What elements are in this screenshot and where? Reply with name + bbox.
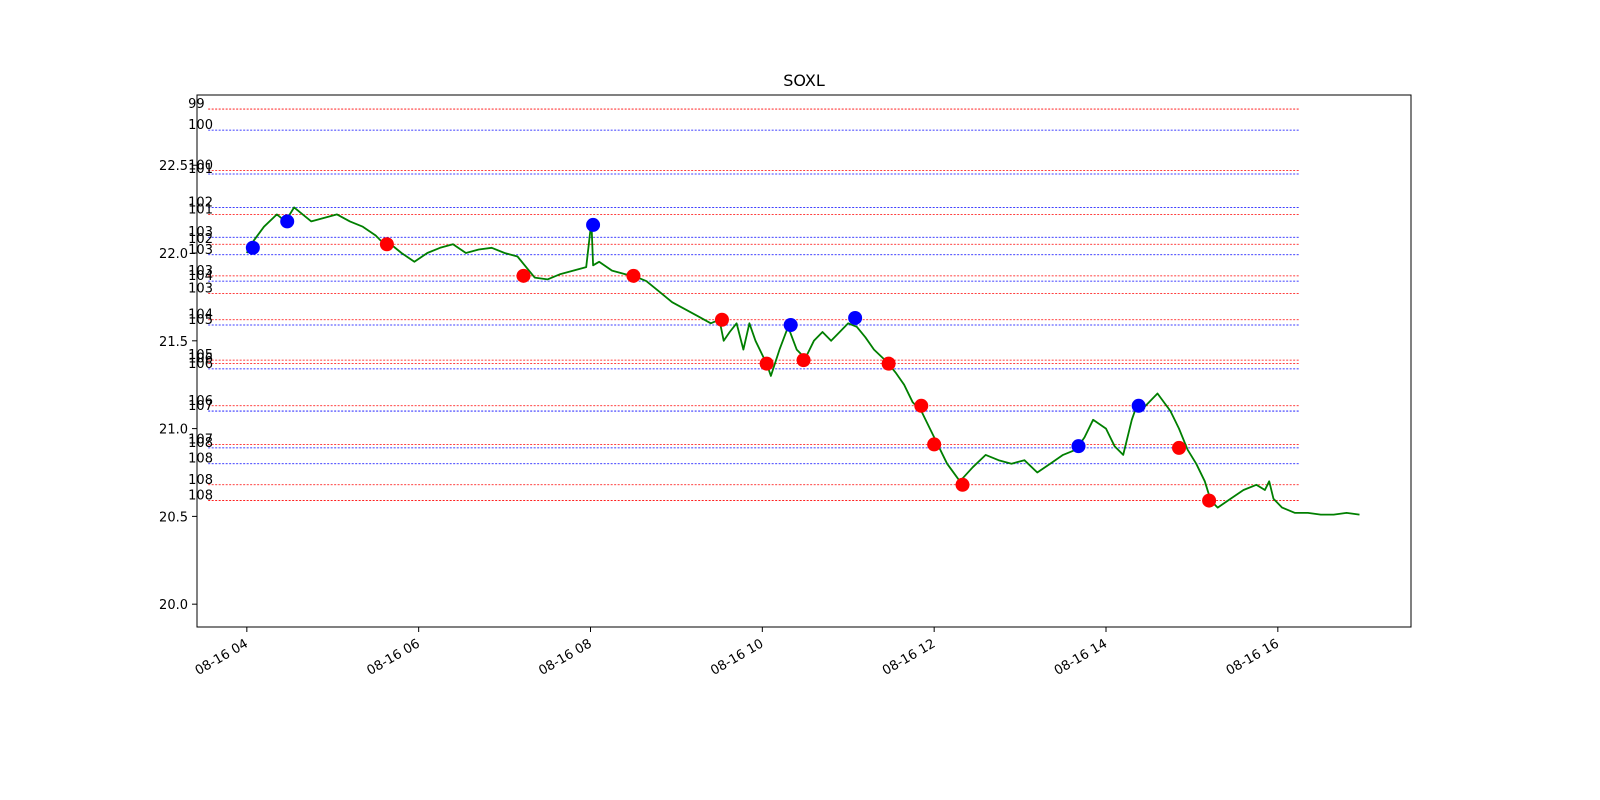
sell-marker [626, 268, 641, 283]
x-axis: 08-16 04 08-16 06 08-16 08 08-16 10 08-16 12… [193, 627, 1282, 679]
sell-marker [1202, 493, 1217, 508]
sell-marker [881, 356, 896, 371]
x-tick-label: 08-16 06 [365, 636, 423, 678]
buy-marker [586, 217, 601, 232]
level-label: 108 [188, 436, 213, 451]
sell-marker [796, 353, 811, 368]
y-tick-label: 22.0 [159, 247, 188, 262]
level-label: 101 [188, 162, 213, 177]
buy-marker [245, 240, 260, 255]
sell-marker [714, 312, 729, 327]
sell-marker [955, 477, 970, 492]
level-label: 106 [188, 394, 213, 409]
buy-marker [1071, 439, 1086, 454]
level-label: 104 [188, 269, 213, 284]
x-tick-label: 08-16 08 [536, 636, 594, 678]
sell-marker [914, 398, 929, 413]
level-label: 106 [188, 357, 213, 372]
x-tick-label: 08-16 12 [880, 636, 938, 678]
x-tick-label: 08-16 10 [708, 636, 766, 678]
buy-marker [280, 214, 295, 229]
level-label: 99 [188, 97, 205, 112]
level-label: 104 [188, 308, 213, 323]
level-label: 108 [188, 489, 213, 504]
level-label: 102 [188, 195, 213, 210]
level-label: 103 [188, 243, 213, 258]
y-tick-label: 20.0 [159, 598, 188, 613]
buy-marker [783, 318, 798, 333]
level-lines: 9910010010110210110310210310310410310410… [188, 97, 1300, 504]
x-tick-label: 08-16 16 [1224, 636, 1282, 678]
sell-marker [1172, 440, 1187, 455]
sell-marker [927, 437, 942, 452]
y-axis: 20.0 20.5 21.0 21.5 22.0 22.5 [159, 159, 197, 613]
x-tick-label: 08-16 04 [193, 636, 251, 678]
level-label: 106 [188, 352, 213, 367]
sell-marker [759, 356, 774, 371]
level-label: 103 [188, 264, 213, 279]
level-label: 100 [188, 118, 213, 133]
x-tick-label: 08-16 14 [1052, 636, 1110, 678]
y-tick-label: 22.5 [159, 159, 188, 174]
trade-markers [245, 214, 1217, 508]
sell-marker [516, 268, 531, 283]
level-label: 101 [188, 202, 213, 217]
y-tick-label: 21.5 [159, 335, 188, 350]
level-label: 105 [188, 348, 213, 363]
level-label: 108 [188, 473, 213, 488]
y-tick-label: 20.5 [159, 510, 188, 525]
plot-frame [196, 94, 1412, 628]
level-label: 108 [188, 452, 213, 467]
buy-marker [1131, 398, 1146, 413]
y-tick-label: 21.0 [159, 423, 188, 438]
sell-marker [379, 237, 394, 252]
buy-marker [848, 310, 863, 325]
chart-title: SOXL [783, 71, 825, 90]
level-label: 107 [188, 432, 213, 447]
level-label: 103 [188, 225, 213, 240]
level-label: 100 [188, 158, 213, 173]
level-label: 102 [188, 232, 213, 247]
level-label: 103 [188, 281, 213, 296]
level-label: 105 [188, 313, 213, 328]
level-label: 107 [188, 399, 213, 414]
